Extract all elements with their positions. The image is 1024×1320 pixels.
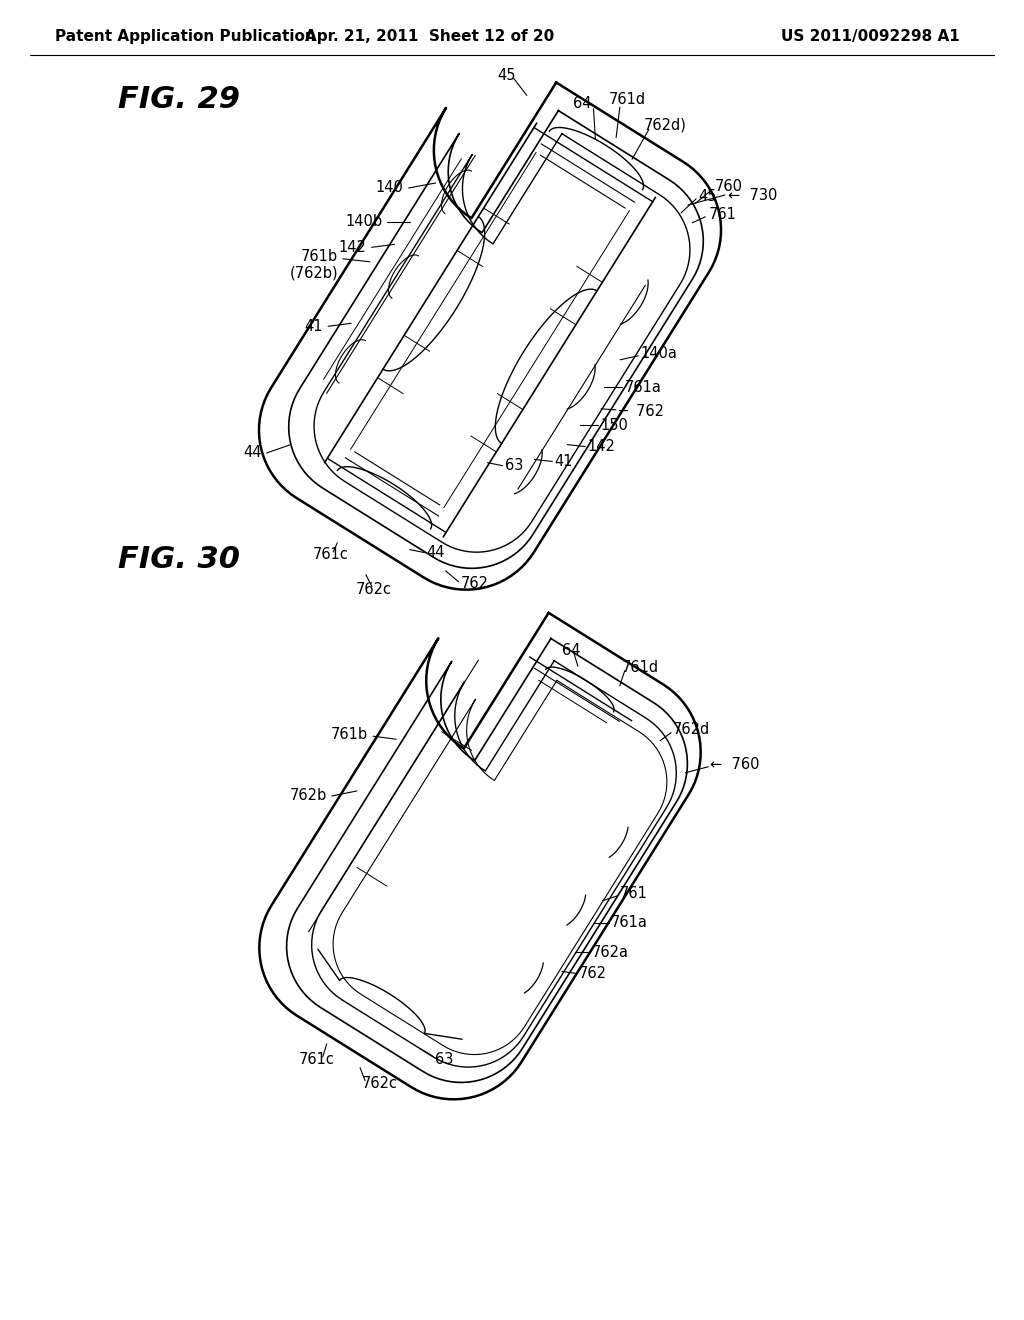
Text: 64: 64 (561, 643, 581, 657)
Text: 762d): 762d) (643, 117, 686, 132)
Text: US 2011/0092298 A1: US 2011/0092298 A1 (780, 29, 959, 45)
Text: 761: 761 (620, 886, 647, 902)
Text: 63: 63 (505, 458, 523, 473)
Text: 142: 142 (587, 440, 615, 454)
Text: 140b: 140b (345, 214, 383, 230)
Text: 761d: 761d (609, 92, 646, 107)
Text: 762d: 762d (673, 722, 711, 737)
Text: 41: 41 (304, 319, 324, 334)
Text: ←  730: ← 730 (728, 187, 777, 202)
Text: 142: 142 (339, 240, 367, 255)
Text: 761c: 761c (312, 548, 348, 562)
Text: 762: 762 (461, 577, 488, 591)
Text: 64: 64 (573, 96, 592, 111)
Text: 41: 41 (554, 454, 572, 469)
Text: Apr. 21, 2011  Sheet 12 of 20: Apr. 21, 2011 Sheet 12 of 20 (305, 29, 555, 45)
Text: Patent Application Publication: Patent Application Publication (55, 29, 315, 45)
Text: 762a: 762a (592, 945, 629, 960)
Text: ←  760: ← 760 (711, 758, 760, 772)
Text: 140: 140 (376, 181, 403, 195)
Text: 762c: 762c (356, 582, 392, 597)
Text: 45: 45 (698, 189, 717, 205)
Text: 44: 44 (427, 545, 445, 560)
Text: 761c: 761c (299, 1052, 335, 1068)
Text: 762: 762 (579, 966, 607, 981)
Text: 761: 761 (709, 207, 736, 222)
Text: 762b: 762b (290, 788, 327, 804)
Text: (762b): (762b) (290, 265, 338, 280)
Text: 761d: 761d (622, 660, 658, 676)
Text: FIG. 30: FIG. 30 (118, 545, 240, 574)
Text: 761a: 761a (610, 915, 647, 931)
Text: 150: 150 (600, 418, 629, 433)
Text: 63: 63 (435, 1052, 454, 1067)
Text: 45: 45 (498, 67, 516, 83)
Text: 761a: 761a (625, 380, 662, 395)
Text: 760: 760 (715, 180, 742, 194)
Text: 761b: 761b (301, 249, 338, 264)
Text: 140a: 140a (640, 346, 677, 362)
Text: 762c: 762c (362, 1076, 398, 1092)
Text: ─  762: ─ 762 (617, 404, 664, 420)
Text: FIG. 29: FIG. 29 (118, 86, 240, 115)
Text: 761b: 761b (331, 727, 369, 742)
Text: 44: 44 (243, 445, 262, 461)
